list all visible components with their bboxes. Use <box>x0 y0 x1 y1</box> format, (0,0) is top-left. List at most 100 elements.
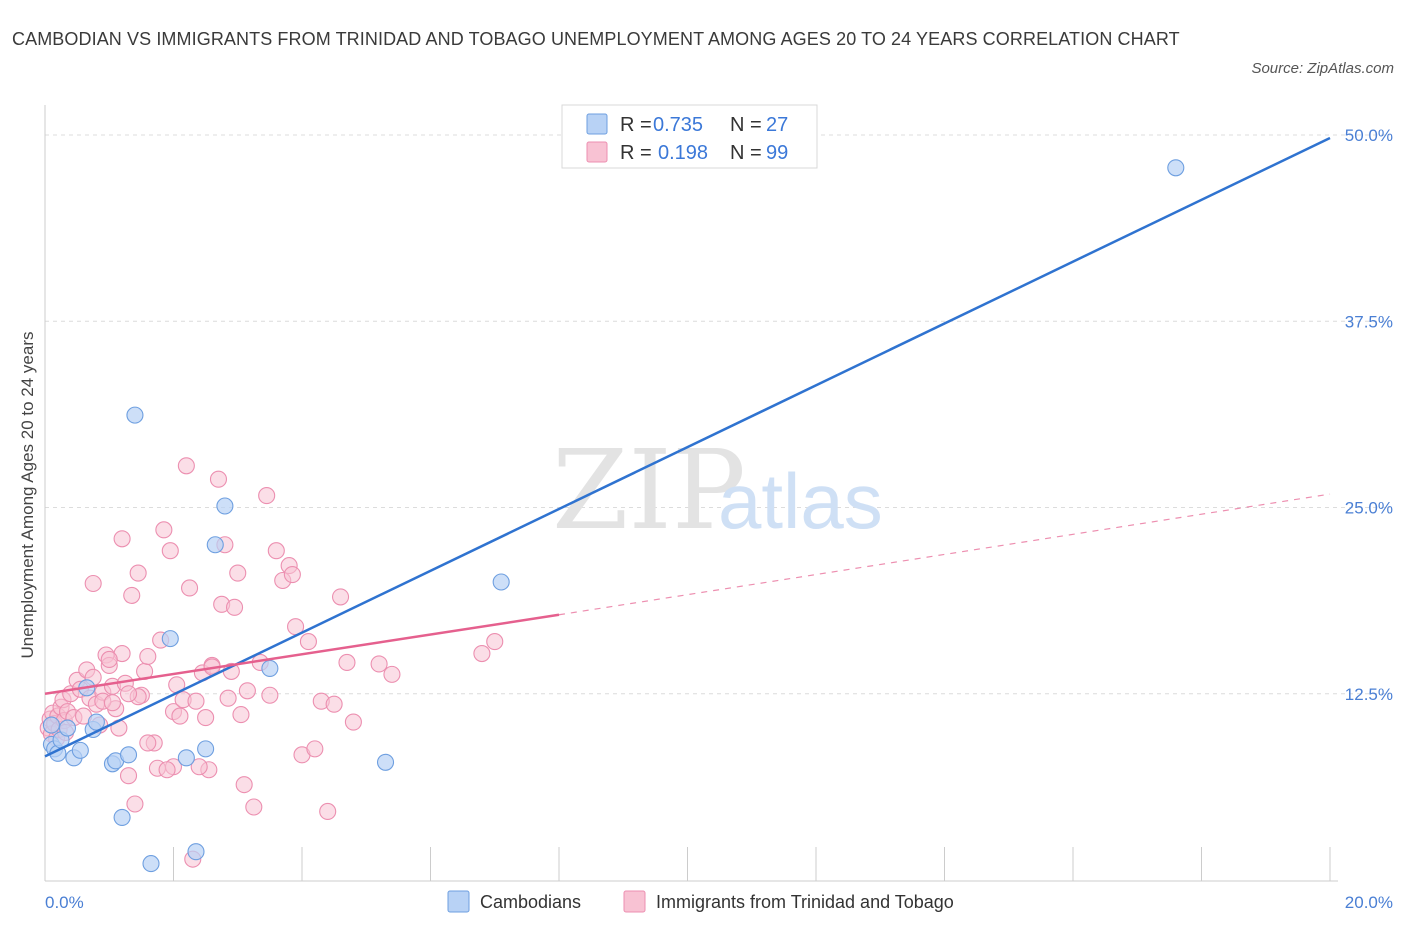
cambodian-point <box>113 808 131 826</box>
legend-r-value: 0.735 <box>653 114 703 136</box>
trinidad-point <box>258 487 276 505</box>
cambodian-trend-line <box>44 136 1331 758</box>
legend-n-value: 27 <box>766 114 788 136</box>
watermark-atlas: atlas <box>718 457 883 545</box>
cambodian-point <box>1167 159 1185 177</box>
cambodian-point <box>261 659 279 677</box>
trinidad-point <box>197 709 215 727</box>
y-tick-label: 50.0% <box>1345 126 1393 145</box>
watermark: ZIP atlas <box>552 426 883 554</box>
trinidad-point <box>123 586 141 604</box>
legend-swatch-cambodians <box>447 890 470 913</box>
trinidad-point <box>473 644 491 663</box>
legend-bottom: Cambodians Immigrants from Trinidad and … <box>447 890 954 913</box>
trinidad-point <box>219 689 237 707</box>
trinidad-point <box>267 542 285 560</box>
axes <box>44 105 1338 882</box>
x-tick-label: 0.0% <box>45 893 84 912</box>
trinidad-point <box>84 574 102 593</box>
trinidad-point <box>225 598 244 616</box>
legend-r-label: R = <box>620 114 652 136</box>
legend-swatch-trinidad <box>623 890 646 913</box>
trinidad-point <box>235 776 253 794</box>
cambodian-point <box>206 536 224 554</box>
trinidad-point <box>190 758 208 776</box>
trinidad-point <box>161 542 179 560</box>
trinidad-point <box>306 740 324 758</box>
trinidad-point <box>232 706 250 724</box>
cambodian-points <box>42 159 1185 873</box>
trend-lines <box>44 136 1331 758</box>
trinidad-point <box>119 767 138 785</box>
chart-title: CAMBODIAN VS IMMIGRANTS FROM TRINIDAD AN… <box>12 29 1180 49</box>
cambodian-point <box>142 855 160 873</box>
trinidad-point <box>103 694 122 712</box>
x-tick-labels: 0.0% 20.0% <box>45 893 1393 912</box>
cambodian-point <box>161 630 179 648</box>
trinidad-point <box>319 802 337 821</box>
trinidad-points <box>39 457 504 868</box>
cambodian-point <box>58 719 77 737</box>
grid-lines <box>45 134 1390 695</box>
trinidad-point <box>119 685 138 703</box>
legend-swatch-cambodian <box>586 113 608 135</box>
trinidad-point <box>158 761 176 779</box>
trinidad-point <box>325 695 343 713</box>
trinidad-point <box>129 564 147 582</box>
trinidad-point <box>383 665 401 683</box>
trinidad-trend-extension <box>558 493 1331 616</box>
watermark-zip: ZIP <box>552 426 746 554</box>
cambodian-point <box>197 740 215 758</box>
trinidad-point <box>171 707 189 725</box>
trinidad-point <box>261 686 279 704</box>
cambodian-point <box>216 497 234 515</box>
trinidad-point <box>209 470 228 488</box>
cambodian-point <box>71 741 89 759</box>
legend-swatch-trinidad <box>586 141 608 163</box>
y-tick-label: 25.0% <box>1345 499 1393 518</box>
cambodian-point <box>119 746 138 764</box>
trinidad-point <box>299 633 317 651</box>
legend-n-label: N = <box>730 142 762 164</box>
trinidad-point <box>139 647 157 666</box>
y-tick-label: 37.5% <box>1345 312 1393 331</box>
trinidad-point <box>155 521 173 539</box>
trinidad-point <box>331 588 350 606</box>
legend-n-value: 99 <box>766 142 788 164</box>
trinidad-point <box>338 653 356 672</box>
x-tick-label: 20.0% <box>1345 893 1393 912</box>
trinidad-point <box>113 530 131 548</box>
trinidad-point <box>181 579 199 597</box>
cambodian-point <box>177 749 195 767</box>
trinidad-point <box>139 734 157 752</box>
trinidad-point <box>245 798 263 816</box>
trinidad-point <box>370 655 388 673</box>
legend-label-cambodians: Cambodians <box>480 892 581 912</box>
cambodian-point <box>492 573 510 591</box>
trinidad-trend-line <box>44 613 560 695</box>
trinidad-point <box>187 692 205 710</box>
legend-r-label: R = <box>620 142 652 164</box>
trinidad-point <box>126 795 144 813</box>
trinidad-point <box>486 633 504 651</box>
cambodian-point <box>376 753 395 771</box>
legend-n-label: N = <box>730 114 762 136</box>
legend-label-trinidad: Immigrants from Trinidad and Tobago <box>656 892 954 912</box>
cambodian-point <box>187 843 205 861</box>
y-tick-label: 12.5% <box>1345 685 1393 704</box>
y-tick-labels: 12.5% 25.0% 37.5% 50.0% <box>1345 126 1393 704</box>
trinidad-point <box>177 457 195 475</box>
trinidad-point <box>229 564 247 582</box>
legend-r-value: 0.198 <box>658 142 708 164</box>
legend-top: R = 0.735 N = 27 R = 0.198 N = 99 <box>561 104 818 169</box>
trinidad-point <box>283 565 301 584</box>
cambodian-point <box>126 406 144 424</box>
trinidad-point <box>344 713 362 731</box>
trinidad-point <box>100 650 118 669</box>
y-axis-label: Unemployment Among Ages 20 to 24 years <box>18 332 37 659</box>
cambodian-point <box>87 713 105 731</box>
cambodian-point <box>42 716 60 734</box>
chart-source: Source: ZipAtlas.com <box>1251 60 1394 77</box>
trinidad-point <box>238 682 256 700</box>
